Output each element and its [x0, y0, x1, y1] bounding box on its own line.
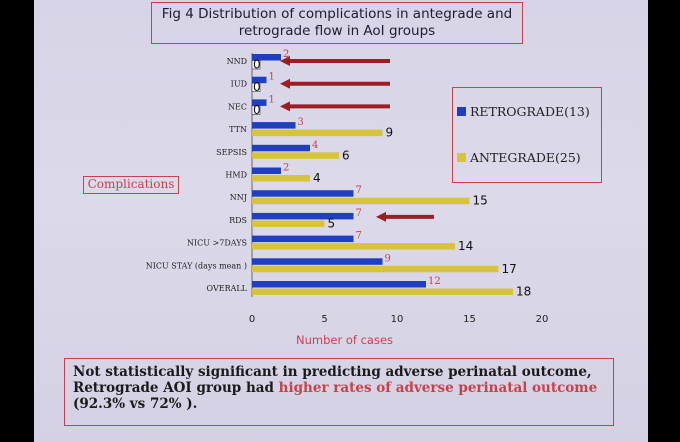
legend-box: RETROGRADE(13) ANTEGRADE(25) — [452, 87, 602, 183]
x-tick-label: 10 — [391, 314, 404, 325]
y-axis-label-box: Complications — [83, 176, 179, 194]
data-label-retrograde: 12 — [428, 276, 441, 287]
data-label-retrograde: 7 — [356, 231, 362, 242]
bar-retrograde — [252, 258, 383, 265]
x-tick-label: 0 — [249, 314, 255, 325]
data-label-antegrade: 14 — [458, 239, 473, 253]
data-label-retrograde: 4 — [312, 140, 318, 151]
data-label-antegrade: 0 — [253, 80, 261, 94]
data-label-antegrade: 5 — [328, 216, 336, 230]
bar-retrograde — [252, 235, 354, 243]
x-tick-label: 15 — [463, 314, 476, 325]
category-label: NNJ — [230, 193, 247, 202]
data-label-retrograde: 7 — [356, 208, 362, 219]
annotation-arrow-head — [280, 101, 290, 112]
title-box: Fig 4 Distribution of complications in a… — [151, 2, 523, 44]
conclusion-highlight: higher rates of adverse perinatal outcom… — [278, 380, 598, 396]
category-label: TTN — [229, 125, 247, 134]
slide: Fig 4 Distribution of complications in a… — [34, 0, 648, 442]
bar-retrograde — [252, 212, 354, 220]
category-label: HMD — [225, 171, 247, 180]
conclusion-line-3: (92.3% vs 72% ). — [73, 396, 198, 412]
y-axis-label: Complications — [87, 177, 175, 191]
data-label-antegrade: 4 — [313, 171, 321, 185]
data-label-antegrade: 18 — [516, 285, 531, 299]
bar-antegrade-zero — [251, 60, 261, 70]
bar-chart: NND20IUD10NEC10TTN39SEPSIS46HMD24NNJ715R… — [146, 49, 549, 325]
legend-label-antegrade: ANTEGRADE(25) — [470, 150, 581, 165]
bar-antegrade — [252, 197, 470, 205]
data-label-antegrade: 0 — [253, 103, 261, 117]
data-label-retrograde: 1 — [269, 94, 275, 105]
category-label: NICU >7DAYS — [187, 239, 247, 248]
conclusion-line-2: Retrograde AOI group had higher rates of… — [73, 380, 605, 396]
annotation-arrow-head — [280, 78, 290, 89]
data-label-antegrade: 0 — [253, 58, 261, 72]
legend-item-retrograde: RETROGRADE(13) — [457, 104, 590, 119]
x-tick-label: 5 — [321, 314, 327, 325]
data-label-retrograde: 2 — [283, 163, 289, 174]
chart-title: Fig 4 Distribution of complications in a… — [161, 6, 513, 39]
category-label: NND — [227, 57, 247, 66]
data-label-antegrade: 17 — [502, 262, 517, 276]
category-label: SEPSIS — [216, 148, 247, 157]
bar-antegrade — [252, 265, 499, 273]
category-label: RDS — [229, 216, 247, 225]
bar-retrograde — [252, 122, 296, 129]
data-label-retrograde: 9 — [385, 253, 391, 264]
conclusion-line-1: Not statistically significant in predict… — [73, 364, 592, 380]
legend-item-antegrade: ANTEGRADE(25) — [457, 150, 581, 165]
category-label: IUD — [231, 80, 247, 89]
data-label-retrograde: 2 — [283, 49, 289, 60]
bar-antegrade — [252, 243, 455, 250]
category-label: OVERALL — [207, 284, 248, 293]
data-label-retrograde: 3 — [298, 117, 304, 128]
bar-antegrade — [252, 175, 310, 182]
bar-antegrade — [252, 220, 325, 227]
bar-retrograde — [252, 144, 310, 152]
x-axis-label: Number of cases — [296, 333, 394, 347]
data-label-antegrade: 9 — [386, 126, 394, 140]
data-label-antegrade: 15 — [473, 194, 488, 208]
annotation-arrow-head — [280, 56, 290, 66]
x-tick-label: 20 — [536, 314, 549, 325]
bar-antegrade — [252, 152, 339, 159]
bar-retrograde — [252, 76, 267, 84]
bar-retrograde — [252, 54, 281, 61]
legend-swatch-antegrade — [457, 153, 466, 162]
legend-swatch-retrograde — [457, 107, 466, 116]
bar-retrograde — [252, 167, 281, 174]
data-label-retrograde: 1 — [269, 72, 275, 83]
bar-antegrade — [252, 129, 383, 137]
category-label: NEC — [228, 102, 247, 111]
annotation-arrow-head — [376, 211, 386, 222]
bar-retrograde — [252, 99, 267, 106]
bar-antegrade-zero — [251, 105, 261, 115]
data-label-retrograde: 7 — [356, 185, 362, 196]
bar-antegrade-zero — [251, 82, 261, 92]
bar-antegrade — [252, 288, 513, 295]
bar-retrograde — [252, 281, 426, 288]
conclusion-text: Not statistically significant in predict… — [73, 364, 605, 412]
data-label-antegrade: 6 — [342, 148, 350, 162]
bar-retrograde — [252, 190, 354, 197]
legend-label-retrograde: RETROGRADE(13) — [470, 104, 590, 119]
category-label: NICU STAY (days mean ) — [146, 261, 247, 270]
conclusion-line-2-start: Retrograde AOI group had — [73, 380, 279, 396]
conclusion-box: Not statistically significant in predict… — [64, 358, 614, 426]
